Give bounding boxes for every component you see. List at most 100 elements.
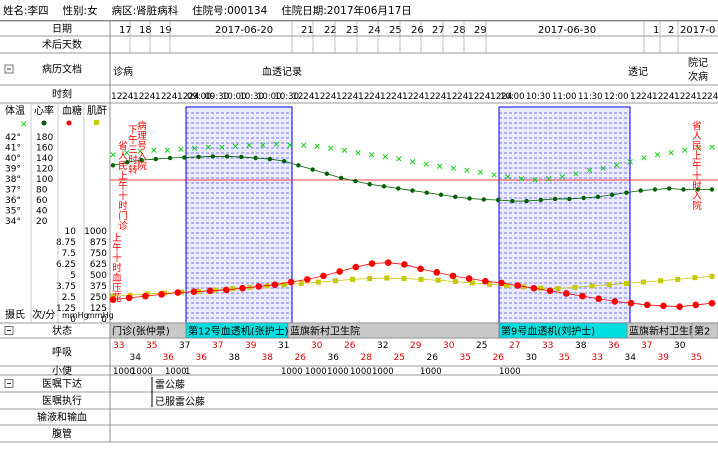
hr-point	[638, 188, 643, 193]
temp-point: ✕	[450, 165, 458, 175]
glucose-point	[611, 298, 619, 305]
temp-point: ✕	[463, 167, 471, 177]
creatinine-point	[487, 281, 493, 287]
annotation-left-2: 时	[128, 154, 138, 166]
respiration-value: 35	[691, 353, 702, 363]
annotation-right: 时	[692, 180, 702, 192]
temp-point: ✕	[558, 173, 566, 183]
temp-point: ✕	[164, 147, 172, 157]
temp-point: ✕	[259, 141, 267, 151]
hr-point	[253, 155, 258, 161]
dialysis-time: 09:30	[205, 92, 230, 102]
glucose-point	[449, 272, 457, 280]
dialysis-time: 10:00	[500, 92, 525, 102]
annotation-right: 院	[692, 200, 702, 212]
annotation-left-2: 午	[128, 134, 138, 146]
annotation-left-4: 上	[112, 233, 122, 244]
glucose-point	[643, 301, 651, 309]
glucose-point	[482, 277, 489, 285]
record-ward-b[interactable]: 次病	[688, 70, 708, 83]
hour-tick: 24	[479, 92, 491, 102]
temperature-chart[interactable]: 日期 术后天数 病历文档 时刻 状态 呼吸 小便 医嘱下达 医嘱执行 输液和输血 腹管 体温 心率 血糖肌…	[0, 21, 718, 461]
temp-point: ✕	[518, 175, 526, 185]
record-dialysis[interactable]: 血透记录	[262, 65, 302, 78]
hr-point	[424, 190, 429, 195]
annotation-left: 十	[118, 190, 128, 202]
dialysis-time: 12:00	[604, 92, 629, 102]
hr-point	[267, 156, 273, 162]
day-number: 19	[159, 25, 172, 36]
axis-header-glucose: 血糖	[62, 104, 82, 117]
day-number: 25	[389, 25, 402, 36]
legend-hr-marker	[41, 120, 47, 126]
glucose-point	[336, 268, 343, 275]
creatinine-point	[281, 282, 287, 288]
hr-point	[709, 187, 715, 192]
temp-point: ✕	[123, 149, 131, 159]
glucose-tick: 6.25	[56, 260, 76, 270]
annotation-left-3: 病	[137, 120, 147, 132]
temp-tick: 42°	[5, 133, 21, 143]
hour-tick: 12	[111, 92, 122, 102]
creatinine-tick: 250	[90, 293, 107, 303]
record-dialysis-2[interactable]: 透记	[628, 66, 648, 78]
creatinine-point	[332, 278, 338, 284]
hour-tick: 12	[380, 92, 391, 102]
annotation-left: 门	[118, 210, 128, 222]
creatinine-point	[315, 279, 321, 285]
legend-glucose-marker	[66, 120, 72, 126]
urine-value: 1	[185, 367, 190, 377]
hr-point	[210, 154, 216, 159]
respiration-value: 36	[328, 353, 340, 363]
creatinine-point	[555, 286, 561, 292]
creatinine-point	[504, 283, 510, 289]
temp-point: ✕	[205, 144, 213, 154]
row-label-status: 状态	[52, 324, 72, 337]
temp-point: ✕	[136, 148, 144, 158]
annotation-right: 上	[692, 151, 702, 162]
patient-admission-no: 住院号:000134	[192, 4, 268, 17]
temp-point: ✕	[218, 144, 226, 154]
unit-per-min-label: 次/分	[32, 308, 55, 321]
hour-tick: 12	[424, 92, 435, 102]
hr-point	[552, 196, 558, 202]
status-segment-label: 门诊(张仲景)	[112, 325, 170, 338]
respiration-value: 34	[130, 353, 142, 363]
temp-point: ✕	[300, 141, 308, 151]
respiration-value: 39	[245, 341, 257, 351]
temp-point: ✕	[245, 141, 253, 151]
temp-point: ✕	[313, 142, 321, 152]
glucose-tick: 8.75	[56, 238, 76, 248]
hr-point	[695, 187, 700, 192]
hr-point	[396, 186, 401, 191]
hr-point	[624, 190, 629, 195]
status-segment[interactable]	[691, 322, 718, 339]
axis-header-creatinine: 肌酐	[87, 105, 107, 117]
urine-value: 1000	[131, 367, 153, 377]
respiration-value: 25	[394, 353, 405, 363]
day-number: 2	[668, 25, 674, 36]
respiration-value: 37	[641, 341, 652, 351]
dialysis-time: 11:00	[552, 92, 577, 102]
record-clinic[interactable]: 诊病	[113, 65, 133, 78]
row-label-respiration: 呼吸	[52, 347, 72, 359]
order-exec-value[interactable]: 已服雷公藤	[155, 396, 205, 408]
temp-point: ✕	[409, 158, 417, 168]
creatinine-point	[692, 275, 698, 281]
order-issue-value[interactable]: 雷公藤	[155, 379, 185, 391]
glucose-point	[320, 272, 327, 280]
annotation-left: 上	[118, 171, 128, 182]
hr-tick: 100	[36, 175, 53, 185]
respiration-value: 35	[559, 353, 570, 363]
record-ward-a[interactable]: 院记	[688, 56, 708, 69]
hour-tick: 24	[144, 92, 156, 102]
temperature-chart-svg[interactable]: 日期术后天数病历文档时刻状态呼吸小便医嘱下达医嘱执行输液和输血腹管 体温 心率 血糖肌…	[0, 21, 718, 461]
respiration-value: 31	[278, 341, 289, 351]
dialysis-time: 09:00	[187, 92, 212, 102]
glucose-point	[368, 260, 376, 267]
temp-point: ✕	[395, 155, 403, 165]
hour-tick: 12	[292, 92, 303, 102]
respiration-value: 35	[146, 341, 157, 351]
annotation-left-3: 理	[137, 131, 147, 142]
day-number: 29	[474, 25, 487, 36]
